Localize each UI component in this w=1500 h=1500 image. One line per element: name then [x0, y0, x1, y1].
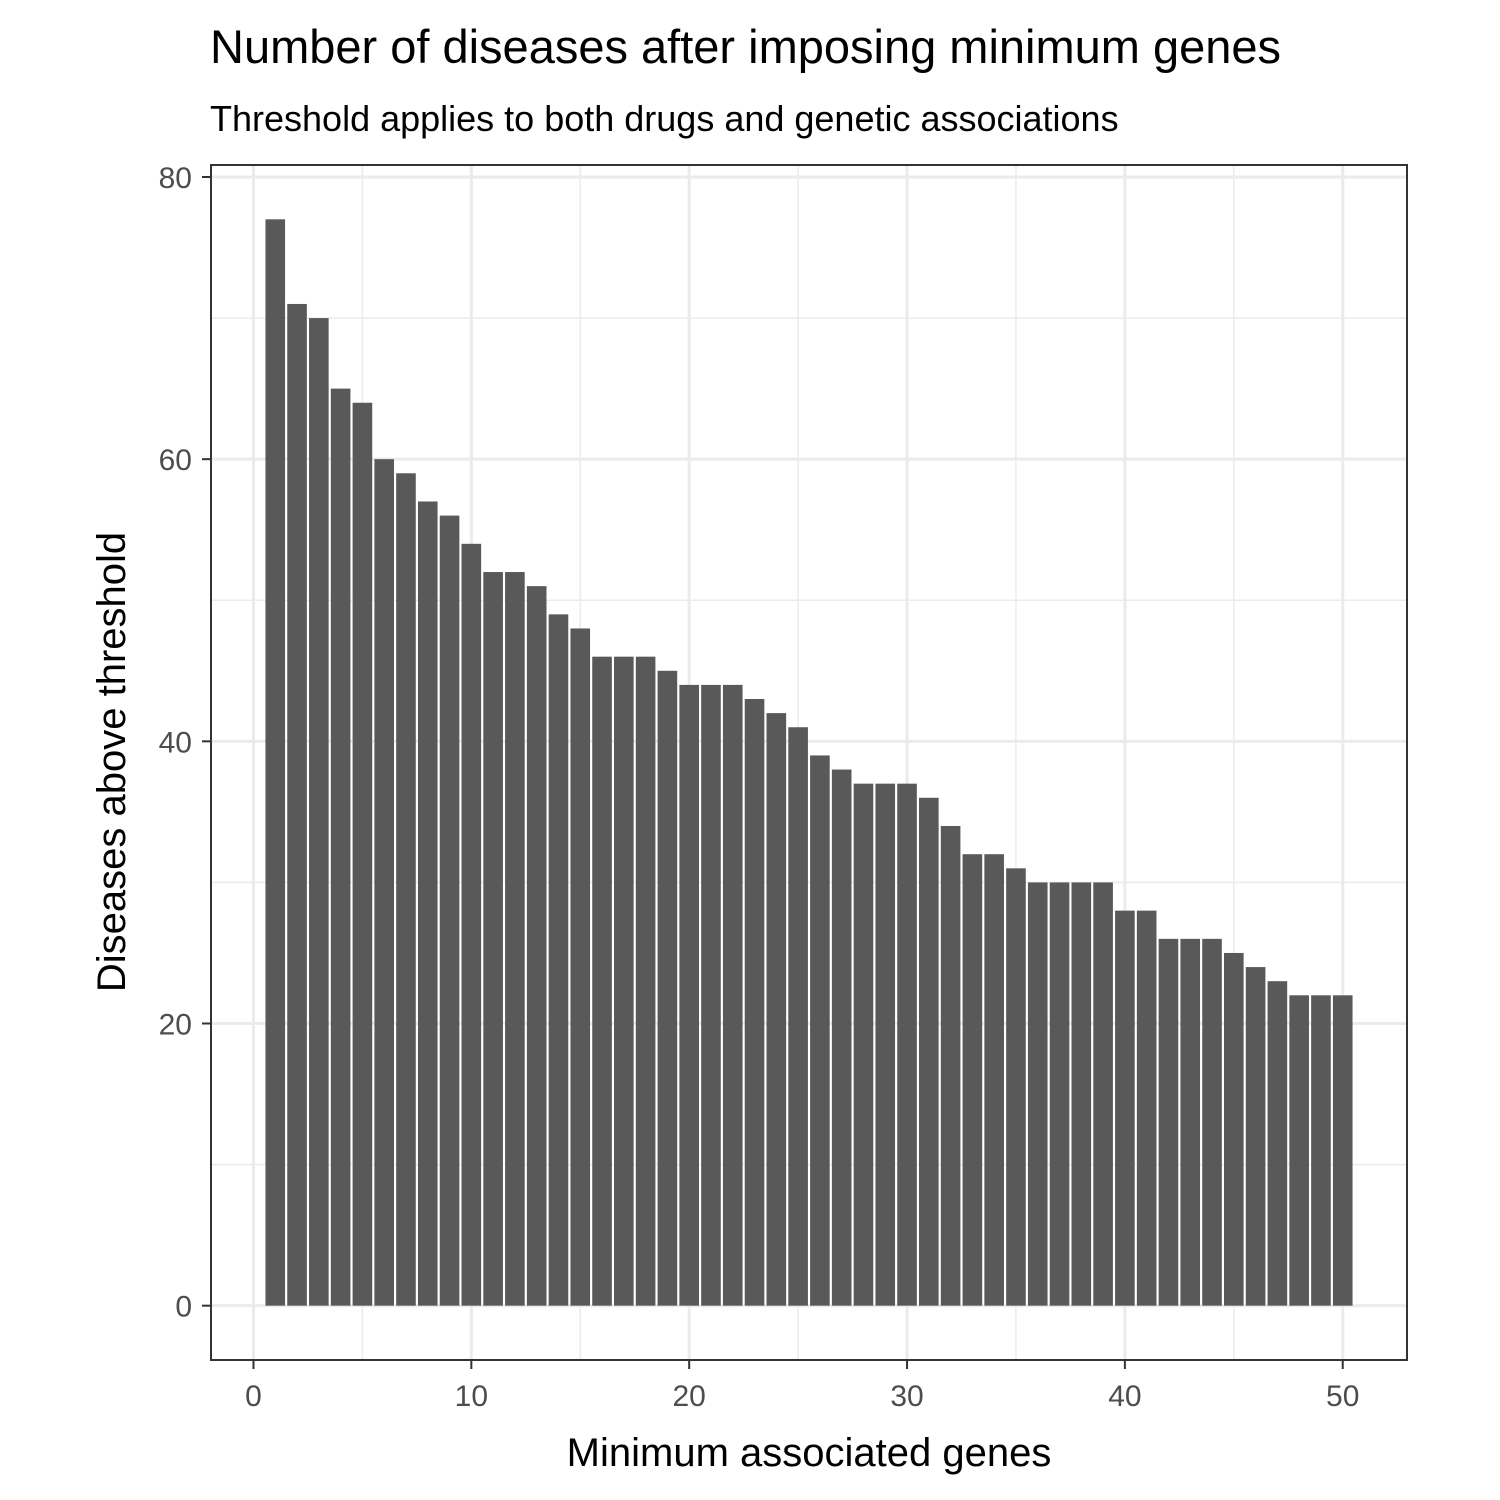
- bar: [265, 219, 286, 1306]
- bar: [1202, 938, 1222, 1306]
- bar: [657, 670, 678, 1306]
- bar: [1332, 995, 1353, 1306]
- bar: [483, 572, 503, 1306]
- y-axis: 0 20 40 60 80: [159, 162, 211, 1324]
- bar: [439, 515, 460, 1306]
- x-axis-title: Minimum associated genes: [567, 1431, 1052, 1475]
- bar: [1245, 967, 1266, 1306]
- bar: [461, 543, 482, 1306]
- y-tick-label: 80: [159, 162, 192, 195]
- bar: [309, 318, 329, 1306]
- bar: [614, 656, 634, 1306]
- bar: [897, 783, 917, 1306]
- bar: [919, 797, 939, 1306]
- bar: [526, 586, 547, 1306]
- panel-border: [210, 164, 1408, 1361]
- y-tick-label: 0: [175, 1291, 192, 1324]
- bar: [570, 628, 591, 1306]
- bar: [635, 656, 656, 1306]
- y-tick-label: 60: [159, 444, 192, 477]
- bar: [962, 854, 983, 1306]
- x-axis: 0 10 20 30 40 50: [245, 1360, 1359, 1413]
- x-tick-label: 50: [1326, 1380, 1359, 1413]
- chart-subtitle: Threshold applies to both drugs and gene…: [210, 98, 1119, 139]
- bar: [1289, 995, 1309, 1306]
- bars: [265, 219, 1353, 1306]
- bar: [1267, 981, 1288, 1306]
- bar: [1136, 910, 1157, 1306]
- bar: [984, 854, 1004, 1306]
- x-tick-label: 10: [455, 1380, 488, 1413]
- x-tick-label: 40: [1108, 1380, 1141, 1413]
- bar: [1180, 938, 1201, 1306]
- bar: [744, 699, 765, 1306]
- bar: [1049, 882, 1070, 1306]
- bar: [722, 684, 743, 1306]
- bar: [1311, 995, 1331, 1306]
- bar: [1027, 882, 1048, 1306]
- bar: [374, 459, 394, 1306]
- bar: [505, 572, 525, 1306]
- bar: [592, 656, 612, 1306]
- bar: [766, 713, 787, 1306]
- bar: [831, 769, 852, 1306]
- bar: [701, 684, 721, 1306]
- bar: [287, 303, 307, 1306]
- x-tick-label: 30: [890, 1380, 923, 1413]
- x-tick-label: 20: [672, 1380, 705, 1413]
- bar: [396, 473, 416, 1306]
- y-axis-title: Diseases above threshold: [90, 532, 134, 992]
- bar: [788, 727, 808, 1306]
- bar: [330, 388, 351, 1306]
- bar: [1006, 868, 1026, 1306]
- bar: [352, 402, 373, 1306]
- bar: [1093, 882, 1113, 1306]
- bar: [875, 783, 896, 1306]
- bar: [1224, 952, 1244, 1306]
- bar: [548, 614, 569, 1306]
- bar: [417, 501, 438, 1306]
- bar: [1115, 910, 1135, 1306]
- bar: [810, 755, 830, 1306]
- y-tick-label: 40: [159, 726, 192, 759]
- y-tick-label: 20: [159, 1009, 192, 1042]
- x-tick-label: 0: [245, 1380, 262, 1413]
- bar: [853, 783, 874, 1306]
- bar: [1071, 882, 1092, 1306]
- bar: [940, 825, 961, 1306]
- bar: [679, 684, 699, 1306]
- bar: [1158, 938, 1179, 1306]
- chart-title: Number of diseases after imposing minimu…: [210, 20, 1281, 73]
